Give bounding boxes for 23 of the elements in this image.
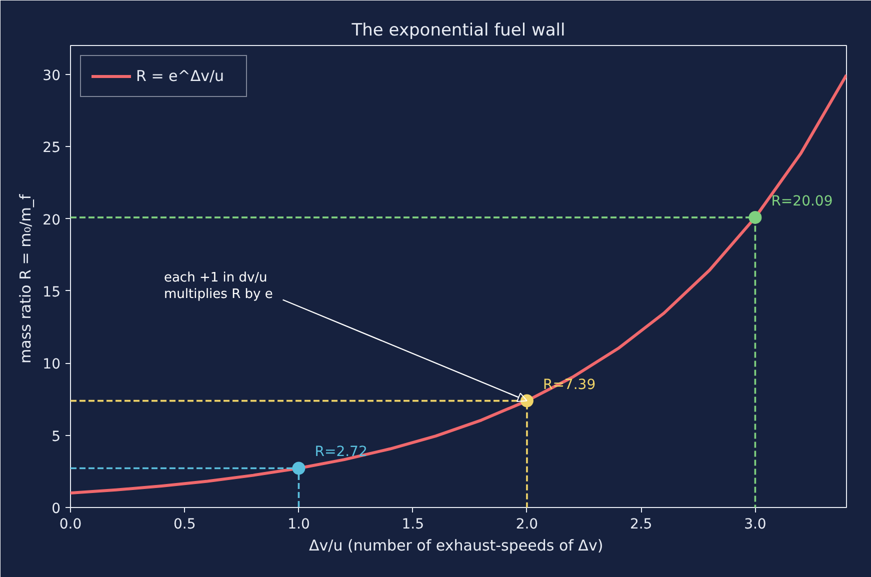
y-tick-label: 20 bbox=[42, 212, 61, 228]
x-tick-label: 2.0 bbox=[516, 516, 538, 532]
y-axis-title: mass ratio R = m₀/m_f bbox=[16, 194, 35, 364]
data-label: R=2.72 bbox=[314, 444, 368, 460]
data-label: R=20.09 bbox=[771, 193, 833, 210]
x-tick-label: 1.5 bbox=[402, 516, 424, 532]
x-tick-label: 1.0 bbox=[288, 516, 310, 532]
y-tick-label: 10 bbox=[42, 356, 61, 373]
legend-label: R = e^Δv/u bbox=[136, 67, 226, 85]
x-tick-label: 0.5 bbox=[173, 516, 196, 532]
chart-title: The exponential fuel wall bbox=[350, 20, 566, 40]
y-tick-label: 0 bbox=[52, 501, 61, 517]
x-tick-label: 3.0 bbox=[744, 516, 766, 532]
annotation: each +1 in dv/u multiplies R by e bbox=[164, 270, 273, 302]
point bbox=[748, 210, 762, 224]
y-tick-label: 30 bbox=[42, 68, 61, 84]
y-tick-label: 25 bbox=[42, 140, 61, 156]
y-tick-label: 5 bbox=[52, 428, 61, 445]
y-tick-label: 15 bbox=[42, 284, 61, 300]
x-tick-label: 0.0 bbox=[59, 516, 82, 532]
point bbox=[292, 462, 306, 475]
x-tick-label: 2.5 bbox=[630, 516, 652, 532]
x-axis-title: Δv/u (number of exhaust-speeds of Δv) bbox=[309, 536, 604, 554]
